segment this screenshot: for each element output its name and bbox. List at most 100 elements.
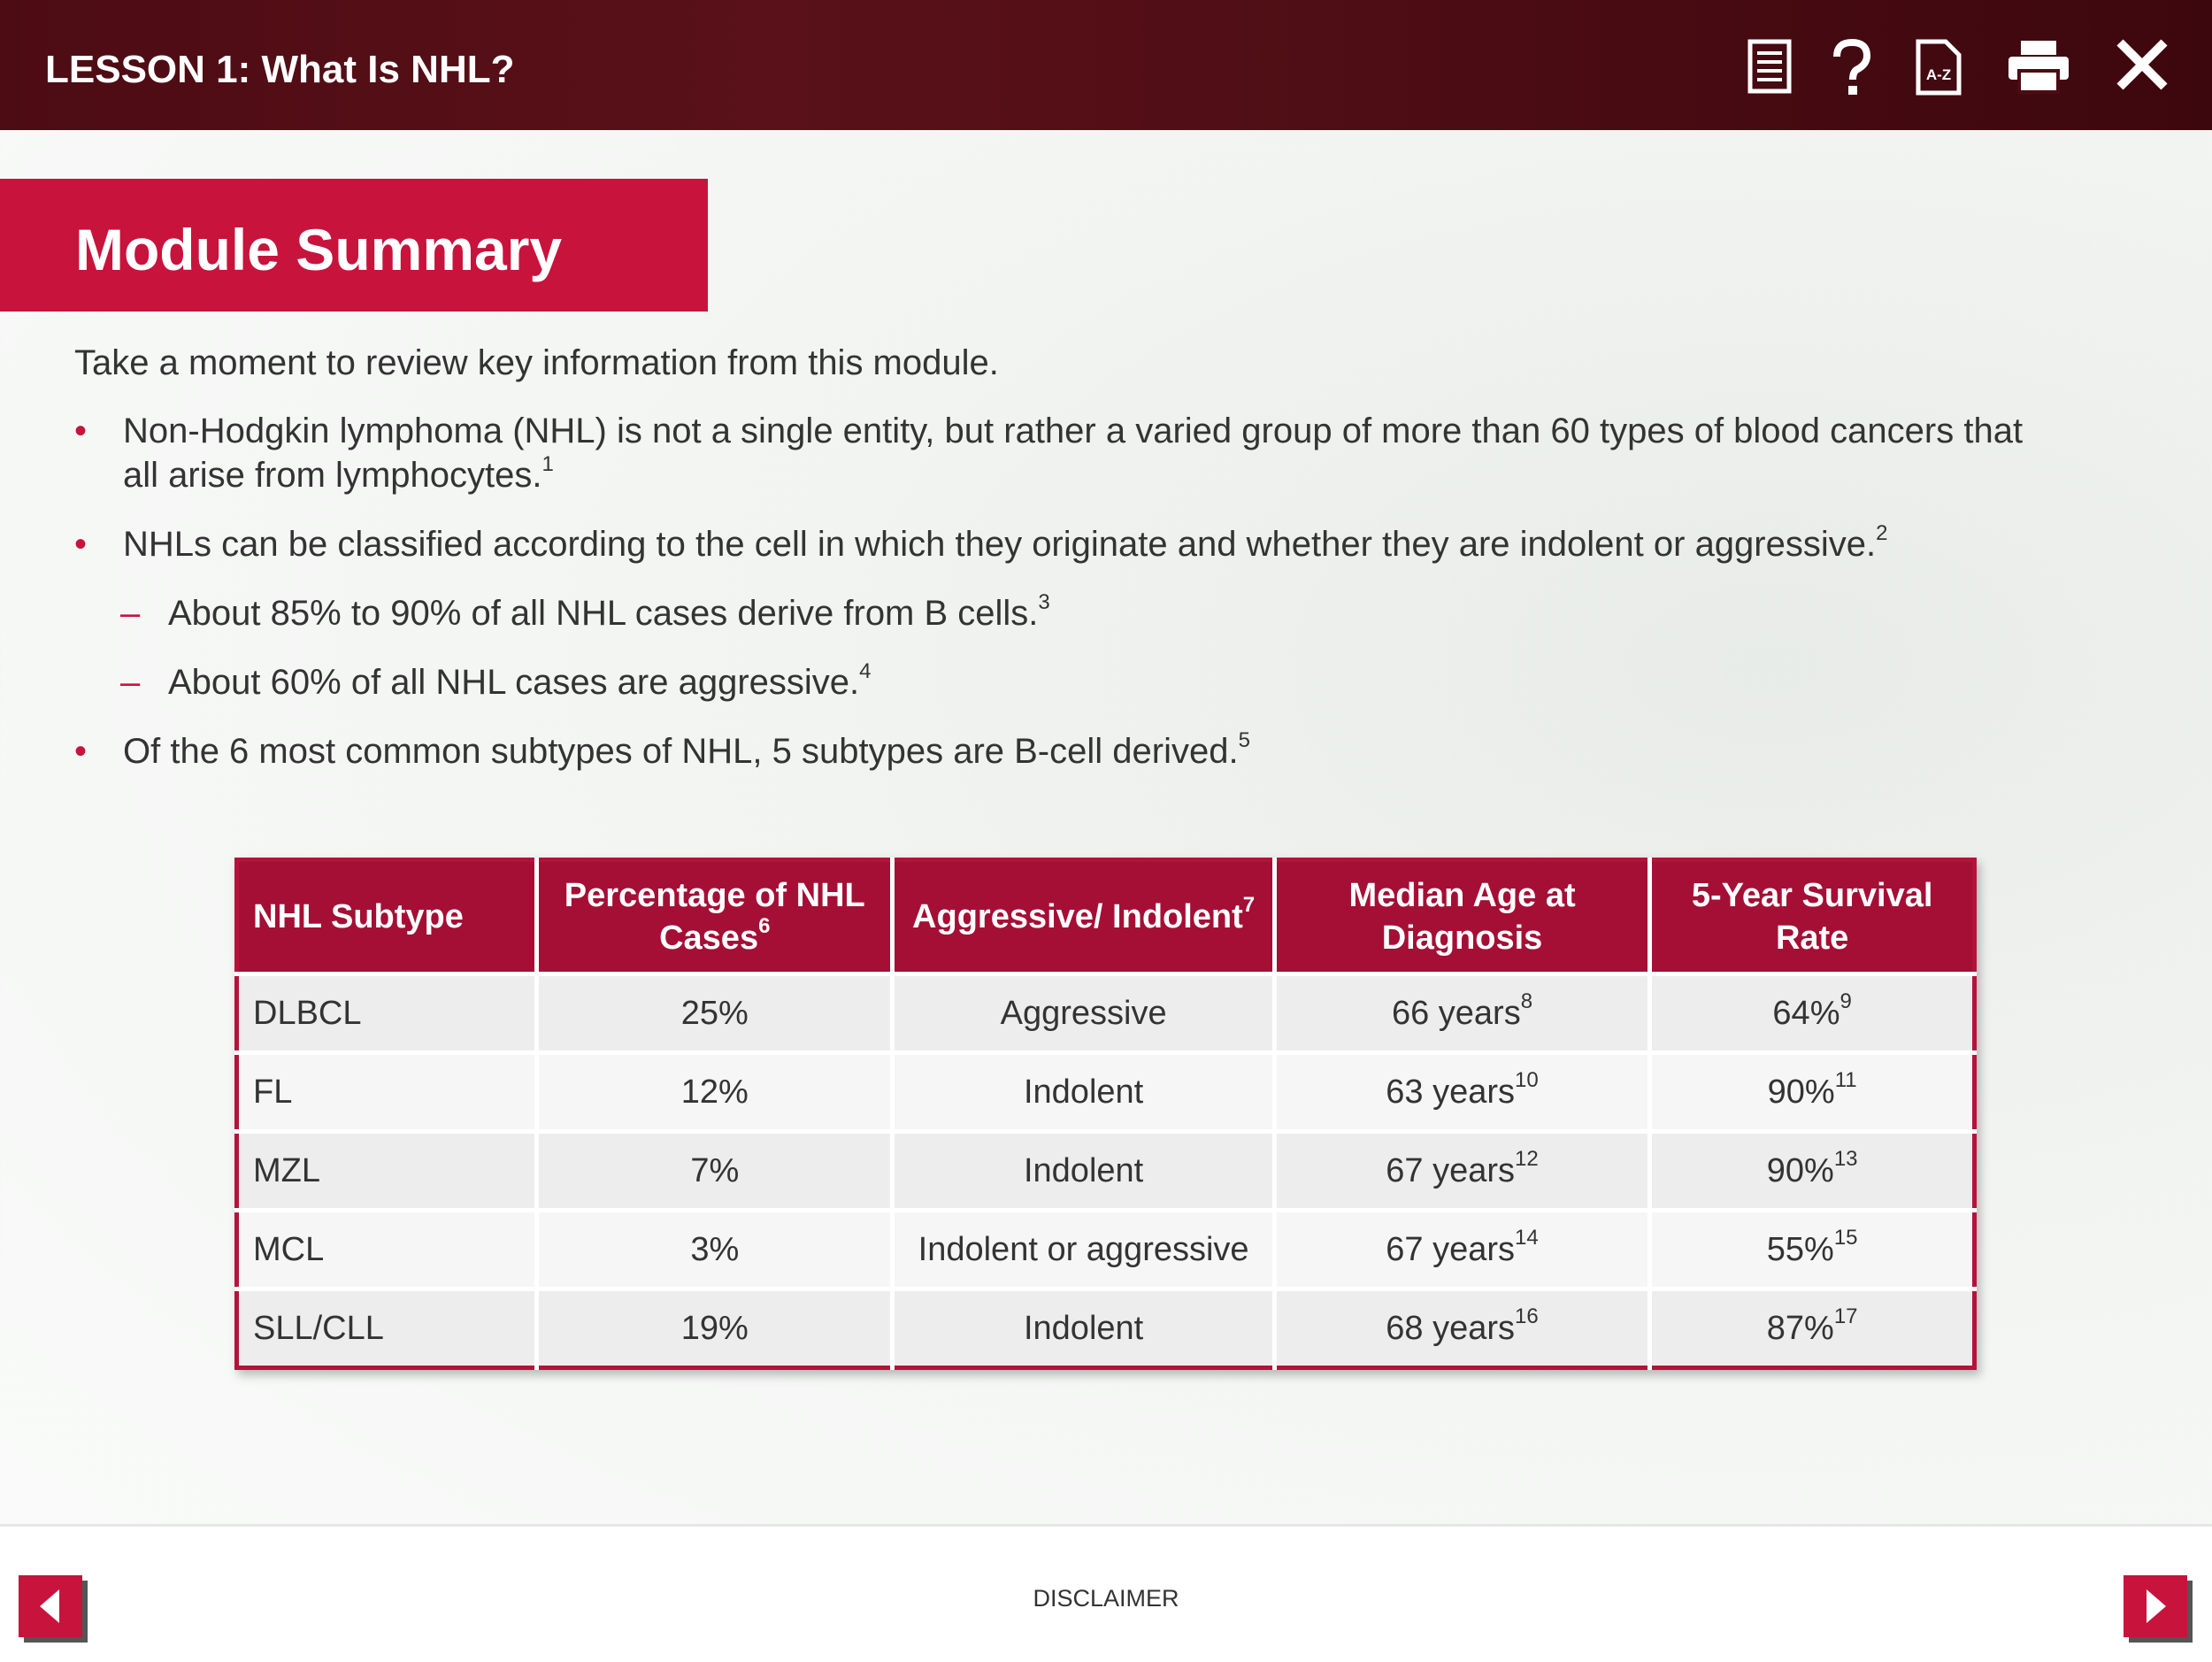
bullet-text: Of the 6 most common subtypes of NHL, 5 … bbox=[123, 732, 1239, 771]
close-icon[interactable] bbox=[2116, 39, 2168, 90]
table-cell: MCL bbox=[236, 1208, 537, 1289]
header: LESSON 1: What Is NHL? A-Z bbox=[0, 0, 2212, 130]
banner-title: Module Summary bbox=[75, 217, 563, 282]
cell-text: 55% bbox=[1766, 1230, 1834, 1268]
citation: 11 bbox=[1834, 1067, 1857, 1092]
table-cell: 3% bbox=[534, 1208, 893, 1289]
cell-text: Indolent bbox=[1023, 1151, 1144, 1189]
table-row: MCL 3% Indolent or aggressive 67 years14 55%… bbox=[236, 1208, 1975, 1289]
bullet-item: – About 85% to 90% of all NHL cases deriv… bbox=[0, 591, 2035, 635]
table-cell: SLL/CLL bbox=[236, 1287, 537, 1368]
cell-text: 90% bbox=[1767, 1073, 1835, 1111]
table-cell: Aggressive bbox=[890, 972, 1275, 1053]
cell-text: Indolent bbox=[1023, 1073, 1144, 1111]
table-cell: MZL bbox=[236, 1129, 537, 1211]
citation: 15 bbox=[1833, 1225, 1858, 1250]
table-cell: 7% bbox=[534, 1129, 893, 1211]
bullet-item: • NHLs can be classified according to the… bbox=[0, 522, 2035, 566]
citation: 16 bbox=[1515, 1304, 1539, 1328]
table-cell: Indolent bbox=[890, 1050, 1275, 1132]
citation: 10 bbox=[1515, 1067, 1539, 1092]
table-cell: DLBCL bbox=[236, 972, 537, 1053]
citation: 4 bbox=[859, 659, 872, 683]
contents-icon[interactable] bbox=[1747, 39, 1792, 94]
help-icon[interactable] bbox=[1830, 39, 1874, 97]
citation: 17 bbox=[1833, 1304, 1858, 1328]
cell-text: 12% bbox=[680, 1073, 749, 1111]
cell-text: 3% bbox=[690, 1230, 740, 1268]
bullet-marker: • bbox=[74, 732, 88, 771]
table-cell: 90%11 bbox=[1647, 1050, 1975, 1132]
cell-text: 25% bbox=[680, 994, 749, 1032]
citation: 1 bbox=[541, 452, 554, 476]
cell-text: MZL bbox=[253, 1151, 320, 1189]
cell-text: 90% bbox=[1766, 1151, 1834, 1189]
cell-text: 19% bbox=[680, 1309, 749, 1347]
glossary-label: A-Z bbox=[1926, 66, 1951, 83]
table-cell: 87%17 bbox=[1647, 1287, 1975, 1368]
banner: Module Summary bbox=[0, 179, 708, 312]
cell-text: Indolent bbox=[1023, 1309, 1144, 1347]
cell-text: 63 years bbox=[1386, 1073, 1516, 1111]
table-cell: Indolent or aggressive bbox=[890, 1208, 1275, 1289]
table-cell: 25% bbox=[534, 972, 893, 1053]
cell-text: Aggressive bbox=[1000, 994, 1167, 1032]
table-row: SLL/CLL 19% Indolent 68 years16 87%17 bbox=[236, 1287, 1975, 1368]
bullet-text: About 85% to 90% of all NHL cases derive… bbox=[168, 594, 1039, 633]
table-cell: 19% bbox=[534, 1287, 893, 1368]
next-button[interactable] bbox=[2124, 1575, 2187, 1637]
header-text: Median Age at Diagnosis bbox=[1348, 877, 1576, 957]
citation: 8 bbox=[1520, 989, 1533, 1013]
table-cell: 64%9 bbox=[1647, 972, 1975, 1053]
cell-text: SLL/CLL bbox=[253, 1309, 384, 1347]
bullet-text: About 60% of all NHL cases are aggressiv… bbox=[168, 663, 860, 702]
glossary-icon[interactable]: A-Z bbox=[1916, 39, 1962, 96]
citation: 2 bbox=[1876, 521, 1888, 545]
cell-text: 67 years bbox=[1386, 1230, 1516, 1268]
table-cell: 12% bbox=[534, 1050, 893, 1132]
table-cell: Indolent bbox=[890, 1129, 1275, 1211]
citation: 12 bbox=[1515, 1146, 1539, 1171]
column-header: Percentage of NHL Cases6 bbox=[534, 859, 893, 974]
cell-text: 66 years bbox=[1391, 994, 1521, 1032]
header-text: 5-Year Survival Rate bbox=[1691, 877, 1933, 957]
header-text: Percentage of NHL Cases bbox=[564, 877, 865, 957]
citation: 9 bbox=[1839, 989, 1852, 1013]
bullet-item: • Non-Hodgkin lymphoma (NHL) is not a sin… bbox=[0, 409, 2035, 497]
table-cell: 66 years8 bbox=[1271, 972, 1650, 1053]
cell-text: MCL bbox=[253, 1230, 325, 1268]
table-row: DLBCL 25% Aggressive 66 years8 64%9 bbox=[236, 972, 1975, 1053]
table-cell: 68 years16 bbox=[1271, 1287, 1650, 1368]
table-row: FL 12% Indolent 63 years10 90%11 bbox=[236, 1050, 1975, 1132]
table-cell: 67 years14 bbox=[1271, 1208, 1650, 1289]
cell-text: 68 years bbox=[1386, 1309, 1516, 1347]
bullet-list: • Non-Hodgkin lymphoma (NHL) is not a sin… bbox=[0, 409, 2124, 798]
citation: 5 bbox=[1238, 728, 1250, 752]
print-icon[interactable] bbox=[2007, 39, 2070, 94]
citation: 3 bbox=[1038, 590, 1050, 614]
disclaimer-link[interactable]: DISCLAIMER bbox=[1033, 1585, 1179, 1612]
bullet-marker: • bbox=[74, 412, 88, 450]
citation: 7 bbox=[1242, 893, 1256, 917]
bullet-marker: – bbox=[120, 663, 141, 702]
table-cell: 90%13 bbox=[1647, 1129, 1975, 1211]
bullet-text: NHLs can be classified according to the … bbox=[123, 525, 1877, 564]
cell-text: 7% bbox=[690, 1151, 740, 1189]
prev-button[interactable] bbox=[19, 1575, 82, 1637]
bullet-item: – About 60% of all NHL cases are aggressi… bbox=[0, 660, 2035, 704]
intro-text: Take a moment to review key information … bbox=[74, 343, 999, 382]
cell-text: 87% bbox=[1766, 1309, 1834, 1347]
bullet-item: • Of the 6 most common subtypes of NHL, 5… bbox=[0, 729, 2035, 773]
column-header: 5-Year Survival Rate bbox=[1647, 859, 1975, 974]
bullet-marker: • bbox=[74, 525, 88, 564]
cell-text: 67 years bbox=[1386, 1151, 1516, 1189]
column-header: NHL Subtype bbox=[236, 859, 537, 974]
subtype-table: NHL Subtype Percentage of NHL Cases6 Aggre… bbox=[234, 858, 1977, 1370]
table-row: MZL 7% Indolent 67 years12 90%13 bbox=[236, 1129, 1975, 1211]
bullet-marker: – bbox=[120, 594, 141, 633]
column-header: Aggressive/ Indolent7 bbox=[890, 859, 1275, 974]
header-text: NHL Subtype bbox=[253, 898, 464, 935]
citation: 14 bbox=[1515, 1225, 1539, 1250]
citation: 13 bbox=[1833, 1146, 1858, 1171]
